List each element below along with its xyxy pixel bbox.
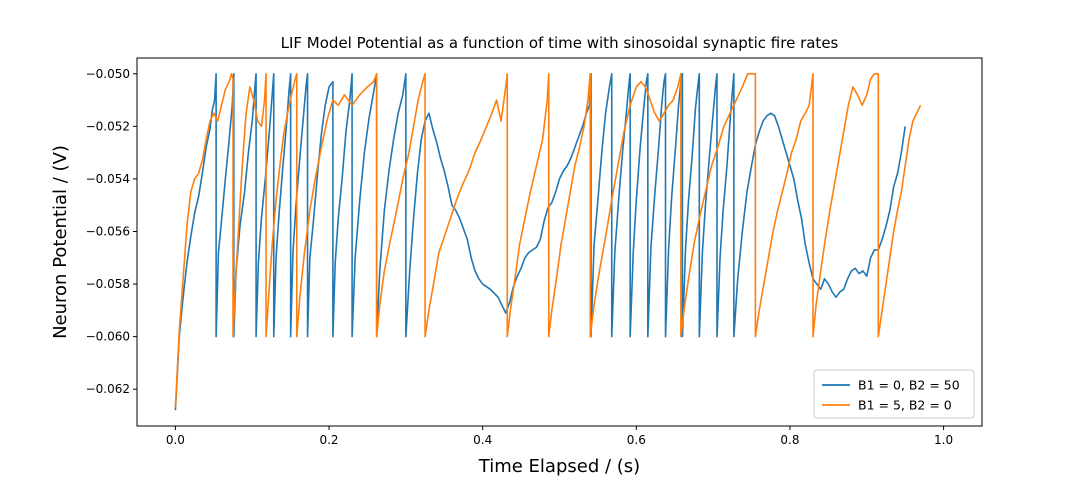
x-tick-label: 0.2: [319, 433, 338, 447]
x-tick-label: 0.8: [780, 433, 799, 447]
plot-frame: [136, 57, 983, 427]
x-tick-label: 0.4: [473, 433, 492, 447]
y-tick-label: −0.050: [86, 67, 130, 81]
series-line-2: [174, 72, 922, 408]
x-tick-label: 0.6: [627, 433, 646, 447]
legend: B1 = 0, B2 = 50 B1 = 5, B2 = 0: [813, 369, 975, 419]
series-layer: [174, 72, 922, 411]
x-axis-label: Time Elapsed / (s): [478, 456, 640, 477]
y-axis-label: Neuron Potential / (V): [50, 145, 71, 339]
x-axis: 0.0 0.2 0.4 0.6 0.8 1.0: [166, 426, 953, 447]
legend-label: B1 = 0, B2 = 50: [858, 378, 960, 393]
y-tick-label: −0.054: [86, 172, 130, 186]
y-tick-label: −0.058: [86, 277, 130, 291]
y-tick-label: −0.052: [86, 119, 130, 133]
x-tick-label: 1.0: [934, 433, 953, 447]
y-tick-label: −0.056: [86, 224, 130, 238]
y-tick-label: −0.062: [86, 382, 130, 396]
y-tick-label: −0.060: [86, 330, 130, 344]
legend-label: B1 = 5, B2 = 0: [858, 398, 952, 413]
legend-box: [813, 369, 975, 419]
x-tick-label: 0.0: [166, 433, 185, 447]
y-axis: −0.050 −0.052 −0.054 −0.056 −0.058 −0.060 −0.0…: [86, 67, 137, 396]
chart-title: LIF Model Potential as a function of tim…: [281, 34, 839, 52]
